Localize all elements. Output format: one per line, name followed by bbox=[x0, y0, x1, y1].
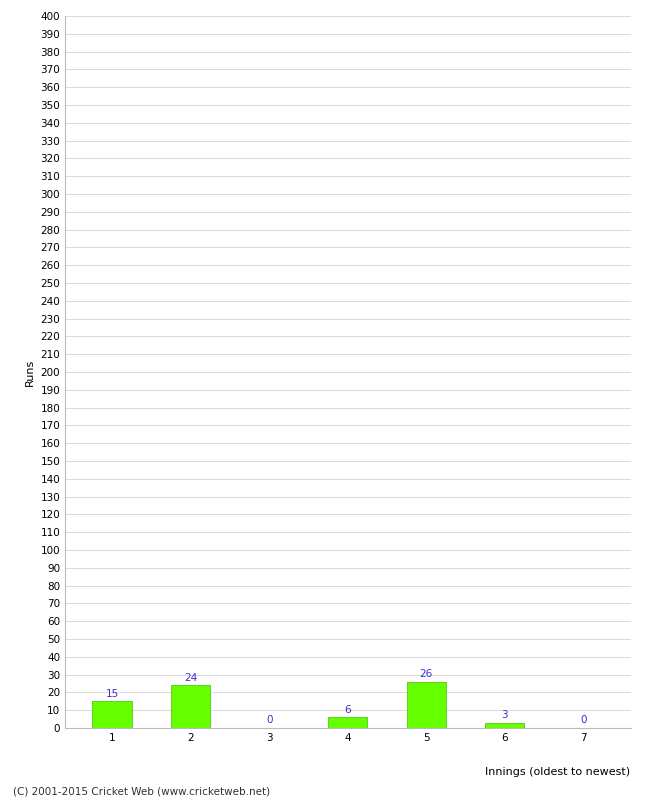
Text: 26: 26 bbox=[420, 669, 433, 679]
Bar bbox=[328, 718, 367, 728]
Bar bbox=[407, 682, 446, 728]
Bar bbox=[92, 702, 132, 728]
Text: 15: 15 bbox=[105, 689, 119, 698]
Bar bbox=[171, 686, 211, 728]
Text: 0: 0 bbox=[580, 715, 587, 726]
Text: 3: 3 bbox=[502, 710, 508, 720]
Text: 6: 6 bbox=[344, 705, 351, 714]
Text: Innings (oldest to newest): Innings (oldest to newest) bbox=[486, 767, 630, 777]
Y-axis label: Runs: Runs bbox=[25, 358, 35, 386]
Text: (C) 2001-2015 Cricket Web (www.cricketweb.net): (C) 2001-2015 Cricket Web (www.cricketwe… bbox=[13, 786, 270, 796]
Text: 0: 0 bbox=[266, 715, 272, 726]
Bar bbox=[485, 722, 525, 728]
Text: 24: 24 bbox=[184, 673, 198, 682]
